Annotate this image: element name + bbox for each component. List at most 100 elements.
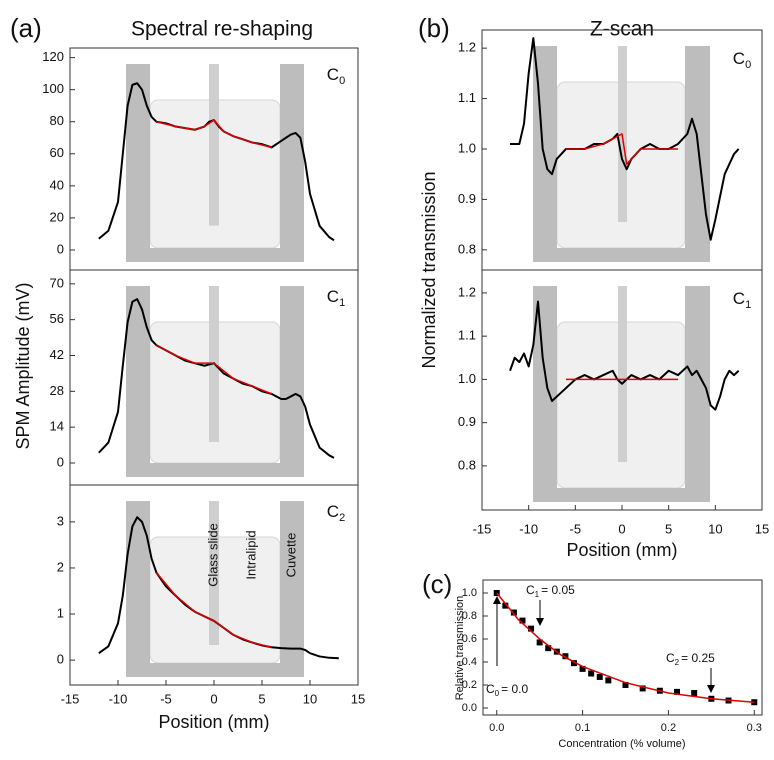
annotation-value: = 0.05 bbox=[541, 583, 575, 597]
annotation-subscript: 2 bbox=[675, 658, 680, 667]
y-tick-label: 0 bbox=[57, 241, 64, 256]
subplot-tag: C0 bbox=[733, 49, 751, 70]
x-tick-label: -5 bbox=[570, 521, 582, 536]
data-point bbox=[510, 609, 517, 616]
data-point bbox=[751, 699, 758, 706]
y-tick-label: 56 bbox=[50, 311, 64, 326]
x-tick-label: -10 bbox=[109, 691, 128, 706]
y-tick-label: 100 bbox=[42, 81, 64, 96]
tag-letter: C bbox=[733, 289, 745, 308]
x-axis-label: Concentration (% volume) bbox=[558, 738, 685, 750]
data-point bbox=[528, 625, 535, 632]
x-tick-label: 10 bbox=[708, 521, 722, 536]
tag-letter: C bbox=[733, 49, 745, 68]
data-line bbox=[156, 119, 272, 149]
subplot-tag: C2 bbox=[327, 502, 345, 523]
y-tick-label: 20 bbox=[50, 209, 64, 224]
x-tick-label: 0.2 bbox=[661, 722, 676, 734]
tag-subscript: 0 bbox=[339, 75, 345, 87]
x-axis-label: Position (mm) bbox=[566, 540, 677, 560]
region-label: Intralipid bbox=[243, 530, 258, 579]
data-point bbox=[674, 688, 681, 695]
data-point bbox=[588, 670, 595, 677]
cuvette-floor bbox=[126, 463, 304, 477]
data-point bbox=[596, 673, 603, 680]
y-tick-label: 1 bbox=[57, 605, 64, 620]
annotation: C2 = 0.25 bbox=[666, 651, 715, 667]
data-line bbox=[156, 344, 272, 395]
x-tick-label: 0.0 bbox=[489, 722, 504, 734]
panel-label: (b) bbox=[418, 13, 450, 43]
data-point bbox=[579, 665, 586, 672]
region-label: Cuvette bbox=[283, 533, 298, 578]
x-tick-label: 5 bbox=[258, 691, 265, 706]
y-tick-label: 1.0 bbox=[462, 587, 477, 599]
tag-subscript: 2 bbox=[339, 512, 345, 524]
annotation-letter: C bbox=[666, 651, 675, 665]
tag-subscript: 1 bbox=[745, 299, 751, 311]
panel-title: Z-scan bbox=[590, 18, 654, 41]
data-point bbox=[570, 660, 577, 667]
glass-slide bbox=[618, 286, 627, 462]
y-tick-label: 1.2 bbox=[458, 40, 476, 55]
annotation-value: = 0.25 bbox=[681, 651, 715, 665]
y-tick-label: 28 bbox=[50, 383, 64, 398]
cuvette-floor bbox=[533, 488, 710, 502]
data-point bbox=[605, 677, 612, 684]
data-point bbox=[519, 617, 526, 624]
annotation: C0 = 0.0 bbox=[486, 682, 528, 698]
annotation-letter: C bbox=[526, 583, 535, 597]
annotation-value: = 0.0 bbox=[501, 682, 528, 696]
x-tick-label: 0 bbox=[210, 691, 217, 706]
y-tick-label: 40 bbox=[50, 177, 64, 192]
x-tick-label: -15 bbox=[61, 691, 80, 706]
y-tick-label: 1.0 bbox=[458, 371, 476, 386]
y-tick-label: 0 bbox=[57, 652, 64, 667]
subplot-tag: C1 bbox=[733, 289, 751, 310]
y-tick-label: 0 bbox=[57, 454, 64, 469]
tag-letter: C bbox=[327, 65, 339, 84]
glass-slide bbox=[209, 64, 219, 226]
cuvette-wall bbox=[533, 286, 557, 502]
annotation-letter: C bbox=[486, 682, 495, 696]
y-tick-label: 0.6 bbox=[462, 633, 477, 645]
plot-frame bbox=[482, 579, 763, 716]
y-tick-label: 1.1 bbox=[458, 90, 476, 105]
y-tick-label: 70 bbox=[50, 275, 64, 290]
x-axis-label: Position (mm) bbox=[158, 712, 269, 732]
y-axis-label: SPM Amplitude (mV) bbox=[13, 282, 33, 449]
y-tick-label: 1.2 bbox=[458, 284, 476, 299]
y-tick-label: 14 bbox=[50, 419, 64, 434]
x-tick-label: 0.1 bbox=[575, 722, 590, 734]
data-line bbox=[566, 133, 678, 165]
y-tick-label: 0.0 bbox=[462, 702, 477, 714]
panel-label: (a) bbox=[10, 13, 42, 43]
cuvette-floor bbox=[126, 663, 304, 677]
tag-subscript: 1 bbox=[339, 297, 345, 309]
y-axis-label: Relative transmission bbox=[454, 596, 466, 701]
data-point bbox=[562, 653, 569, 660]
x-tick-label: -10 bbox=[519, 521, 538, 536]
tag-subscript: 0 bbox=[745, 59, 751, 71]
y-tick-label: 0.8 bbox=[462, 610, 477, 622]
data-line bbox=[509, 300, 740, 411]
y-tick-label: 0.4 bbox=[462, 656, 477, 668]
cuvette-wall bbox=[280, 64, 304, 262]
x-tick-label: 0 bbox=[618, 521, 625, 536]
y-tick-label: 1.1 bbox=[458, 328, 476, 343]
glass-slide bbox=[209, 501, 219, 645]
y-tick-label: 0.8 bbox=[458, 457, 476, 472]
data-line bbox=[155, 572, 272, 648]
cuvette-wall bbox=[280, 501, 304, 677]
cuvette-wall bbox=[685, 286, 710, 502]
data-point bbox=[536, 639, 543, 646]
y-tick-label: 1.0 bbox=[458, 140, 476, 155]
panel-label: (c) bbox=[422, 569, 452, 599]
annotation: C1 = 0.05 bbox=[526, 583, 575, 599]
y-tick-label: 0.9 bbox=[458, 414, 476, 429]
x-tick-label: -15 bbox=[473, 521, 492, 536]
tag-letter: C bbox=[327, 502, 339, 521]
x-tick-label: 5 bbox=[665, 521, 672, 536]
cuvette-wall bbox=[280, 286, 304, 477]
